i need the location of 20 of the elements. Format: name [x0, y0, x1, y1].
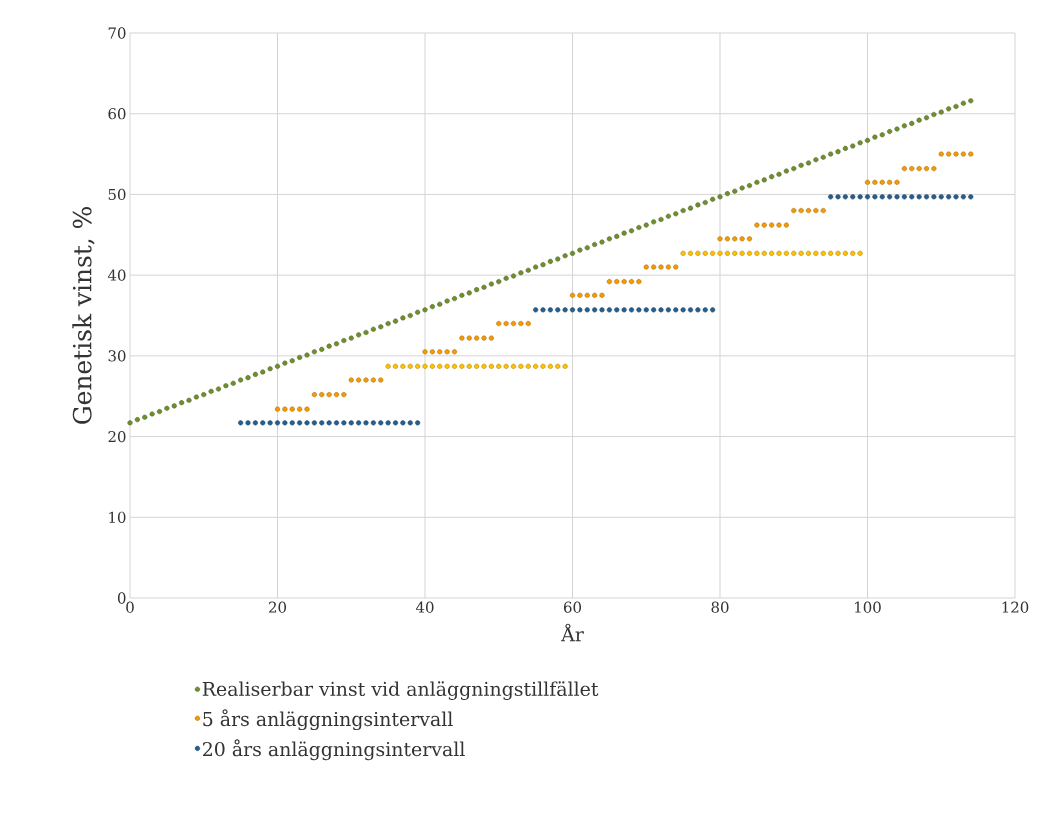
legend-label: 5 års anläggningsintervall — [203, 709, 453, 731]
x-tick-label: 40 — [415, 601, 434, 613]
y-tick-label: 60 — [108, 108, 126, 120]
y-tick-label: 0 — [117, 592, 126, 604]
y-tick-label: 20 — [108, 430, 126, 443]
legend-label: 20 års anläggningsintervall — [203, 739, 465, 761]
y-tick-label: 50 — [108, 188, 126, 201]
y-tick-label: 40 — [107, 269, 126, 281]
x-tick-label: 100 — [855, 601, 881, 613]
y-axis-title: Genetisk vinst, % — [72, 207, 95, 424]
x-tick-label: 120 — [1002, 601, 1029, 613]
x-tick-label: 0 — [126, 601, 134, 613]
x-tick-label: 80 — [711, 601, 729, 613]
x-tick-label: 60 — [564, 601, 582, 613]
y-tick-label: 70 — [108, 27, 126, 39]
y-tick-label: 10 — [109, 511, 126, 523]
legend-label: Realiserbar vinst vid anläggningstillfället — [202, 681, 599, 700]
x-tick-label: 20 — [269, 601, 287, 613]
y-tick-label: 30 — [108, 350, 126, 362]
x-axis-title: År — [561, 623, 584, 642]
